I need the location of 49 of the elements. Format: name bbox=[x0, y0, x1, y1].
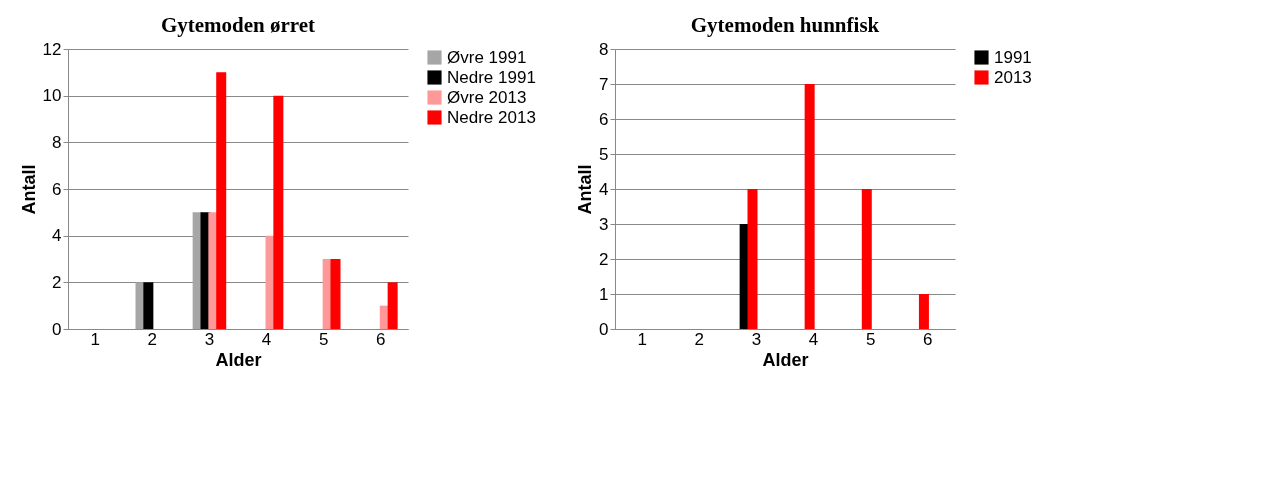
x-tick-label: 6 bbox=[376, 329, 386, 349]
bar bbox=[804, 84, 815, 329]
y-tick-label: 6 bbox=[599, 109, 609, 129]
x-tick-label: 6 bbox=[923, 329, 933, 349]
x-tick-label: 5 bbox=[318, 329, 329, 349]
x-tick-label: 4 bbox=[261, 329, 272, 349]
x-axis-title: Alder bbox=[215, 349, 262, 370]
y-tick-label: 0 bbox=[52, 319, 62, 339]
bar bbox=[143, 282, 154, 329]
y-axis-title: Antall bbox=[575, 164, 596, 215]
legend-label: Nedre 1991 bbox=[447, 67, 536, 87]
bar bbox=[387, 282, 398, 329]
chart-title: Gytemoden ørret bbox=[160, 13, 316, 37]
y-tick-label: 7 bbox=[599, 74, 609, 94]
legend-label: Nedre 2013 bbox=[447, 107, 536, 127]
y-axis-title: Antall bbox=[18, 164, 39, 215]
x-tick-label: 2 bbox=[694, 329, 705, 349]
legend-label: 1991 bbox=[994, 47, 1032, 67]
y-tick-label: 2 bbox=[52, 272, 62, 292]
x-axis-title: Alder bbox=[762, 349, 809, 370]
x-tick-label: 5 bbox=[865, 329, 876, 349]
y-tick-label: 12 bbox=[42, 39, 62, 59]
y-tick-label: 8 bbox=[52, 132, 62, 152]
bar bbox=[861, 189, 872, 329]
y-tick-label: 4 bbox=[599, 179, 609, 199]
legend-label: 2013 bbox=[994, 67, 1032, 87]
x-tick-label: 4 bbox=[808, 329, 819, 349]
y-tick-label: 3 bbox=[599, 214, 609, 234]
y-tick-label: 6 bbox=[52, 179, 62, 199]
chart-title: Gytemoden hunnfisk bbox=[690, 13, 880, 37]
y-tick-label: 0 bbox=[599, 319, 609, 339]
y-tick-label: 5 bbox=[599, 144, 609, 164]
bar bbox=[273, 95, 284, 329]
y-tick-label: 8 bbox=[599, 39, 609, 59]
x-tick-label: 1 bbox=[90, 329, 100, 349]
bar bbox=[918, 294, 929, 329]
legend-label: Øvre 2013 bbox=[447, 87, 527, 107]
y-tick-label: 1 bbox=[599, 284, 609, 304]
x-tick-label: 2 bbox=[147, 329, 158, 349]
x-tick-label: 3 bbox=[751, 329, 762, 349]
x-tick-label: 1 bbox=[637, 329, 647, 349]
bar bbox=[330, 259, 341, 329]
legend-label: Øvre 1991 bbox=[447, 47, 527, 67]
y-tick-label: 10 bbox=[42, 86, 62, 106]
y-tick-label: 2 bbox=[599, 249, 609, 269]
y-tick-label: 4 bbox=[52, 226, 62, 246]
bar bbox=[216, 72, 227, 329]
x-tick-label: 3 bbox=[204, 329, 215, 349]
bar bbox=[747, 189, 758, 329]
